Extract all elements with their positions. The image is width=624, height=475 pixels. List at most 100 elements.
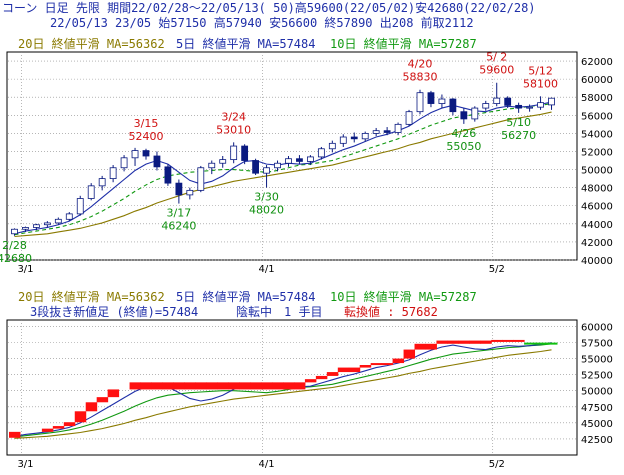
ma5-line-upper (14, 101, 552, 235)
high-annotation-date: 3/24 (221, 110, 246, 123)
candle-up (416, 92, 424, 113)
candle-down (383, 130, 391, 133)
candle-down (350, 136, 358, 140)
candle-up (33, 224, 40, 228)
renko-brick-up (228, 382, 240, 390)
header-period-line: コーン 日足 先限 期間22/02/28～22/05/13( 50)高59600… (2, 1, 536, 15)
lower-x-tick-label: 4/1 (259, 459, 275, 470)
renko-brick-up (502, 339, 514, 342)
lower-y-tick-label: 47500 (581, 403, 613, 414)
legend-ma10-upper: 10日 終値平滑 MA=57287 (330, 37, 477, 51)
low-annotation-date: 5/10 (506, 116, 531, 129)
candle-up (438, 98, 446, 104)
candle-down (252, 160, 260, 174)
candle-down (460, 111, 468, 120)
candle-up (87, 185, 95, 199)
lower-y-tick-label: 55000 (581, 355, 613, 366)
candle-down (427, 92, 435, 104)
candle-up (306, 156, 314, 162)
renko-brick-up (85, 402, 98, 412)
upper-y-tick-label: 50000 (581, 166, 613, 177)
renko-brick-up (129, 382, 142, 390)
legend-ma10-lower: 10日 終値平滑 MA=57287 (330, 290, 477, 304)
candle-up (219, 159, 227, 164)
renko-brick-down (535, 342, 547, 345)
upper-y-tick-label: 62000 (581, 57, 613, 68)
renko-reversal: 転換値 : 57682 (344, 305, 438, 319)
renko-brick-up (458, 340, 470, 344)
candle-up (482, 103, 490, 109)
legend-ma20-upper: 20日 終値平滑 MA=56362 (18, 37, 165, 51)
lower-plot-frame (6, 319, 578, 456)
renko-brick-up (414, 343, 426, 350)
candle-up (186, 189, 194, 196)
renko-brick-up (513, 339, 525, 342)
candle-up (230, 145, 238, 161)
renko-count: 1 手目 (284, 305, 323, 319)
low-annotation-value: 55050 (446, 140, 481, 153)
candle-up (274, 162, 281, 169)
ma20-line-lower (14, 349, 552, 439)
candle-down (175, 182, 183, 196)
renko-brick-up (206, 382, 218, 390)
renko-brick-up (304, 379, 317, 383)
high-annotation-value: 58830 (403, 71, 438, 84)
high-annotation-date: 5/ 2 (486, 51, 507, 64)
candle-up (394, 123, 402, 133)
candle-up (548, 97, 555, 106)
renko-brick-up (403, 349, 416, 359)
renko-brick-up (107, 389, 120, 398)
lower-x-tick-label: 5/2 (489, 459, 505, 470)
ma10-line-lower (14, 343, 552, 438)
renko-brick-up (359, 365, 372, 368)
renko-label: 3段抜き新値足 (終値)=57484 (30, 305, 199, 319)
lower-y-tick-label: 60000 (581, 322, 613, 333)
renko-brick-up (195, 382, 207, 390)
upper-y-tick-label: 46000 (581, 202, 613, 213)
candle-up (361, 132, 369, 140)
candle-up (537, 102, 544, 108)
candle-up (208, 162, 216, 169)
candle-up (54, 218, 62, 224)
renko-brick-up (283, 382, 295, 390)
upper-y-tick-label: 58000 (581, 93, 613, 104)
low-annotation-date: 3/30 (254, 190, 279, 203)
low-annotation-value: 56270 (501, 129, 536, 142)
candle-down (296, 158, 303, 162)
ma20-line-upper (14, 111, 552, 238)
upper-y-tick-label: 44000 (581, 220, 613, 231)
renko-brick-up (326, 372, 339, 376)
renko-brick-up (337, 367, 350, 373)
renko-brick-up (41, 428, 54, 432)
upper-y-tick-label: 40000 (581, 256, 613, 267)
renko-brick-up (52, 426, 65, 429)
renko-brick-up (261, 382, 273, 390)
candle-up (11, 228, 18, 235)
renko-brick-up (140, 382, 152, 390)
low-annotation-value: 48020 (249, 203, 284, 216)
upper-y-tick-label: 48000 (581, 184, 613, 195)
candle-up (120, 157, 128, 169)
lower-x-tick-label: 3/1 (17, 459, 33, 470)
candle-up (98, 178, 106, 187)
upper-y-tick-label: 54000 (581, 129, 613, 140)
high-annotation-date: 3/15 (134, 117, 159, 130)
low-annotation-value: 42680 (0, 252, 32, 265)
renko-brick-up (239, 382, 251, 390)
renko-brick-up (9, 431, 21, 438)
candle-up (339, 136, 347, 144)
renko-brick-up (293, 382, 306, 390)
candle-up (22, 227, 29, 230)
renko-brick-up (436, 340, 448, 344)
candle-up (317, 148, 325, 158)
candle-down (515, 104, 523, 109)
renko-brick-up (272, 382, 284, 390)
candle-up (43, 222, 51, 226)
candle-up (109, 167, 117, 180)
high-annotation-date: 5/12 (528, 64, 553, 77)
candle-down (142, 150, 150, 157)
candle-down (164, 166, 172, 184)
renko-status: 陰転中 (236, 305, 273, 319)
renko-brick-up (63, 422, 76, 427)
legend-ma5-lower: 5日 終値平滑 MA=57484 (176, 290, 316, 304)
